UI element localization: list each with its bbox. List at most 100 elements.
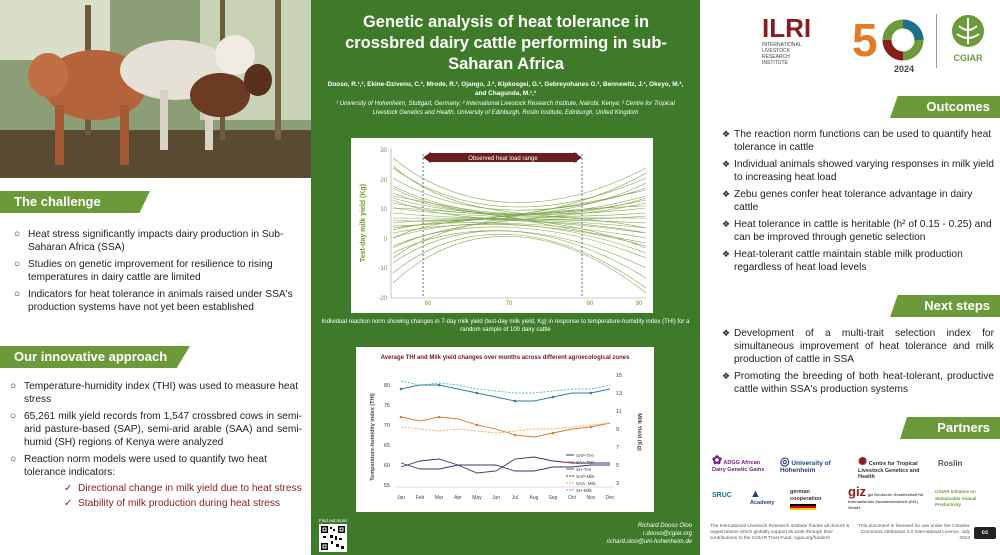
challenge-heading: The challenge: [0, 191, 150, 213]
license-note: This document is licensed for use under …: [858, 524, 970, 542]
giz-logo: giz giz Deutsche Gesellschaft für Intern…: [848, 484, 924, 510]
challenge-list: ○ Heat stress significantly impacts dairy…: [14, 228, 299, 318]
roslin-logo: Roslin: [938, 459, 963, 468]
qr-label: Find out more:: [319, 518, 349, 523]
approach-heading: Our innovative approach: [0, 346, 190, 368]
svg-text:Jun: Jun: [492, 495, 500, 501]
circle-bullet-icon: ○: [10, 411, 17, 422]
next-steps-heading: Next steps: [890, 295, 1000, 317]
creative-commons-icon: cc: [974, 527, 996, 539]
list-item: ○ Heat stress significantly impacts dairy…: [14, 229, 284, 253]
list-item: ✓ Stability of milk production during hea…: [64, 498, 281, 509]
svg-text:Observed heat load range: Observed heat load range: [468, 156, 538, 162]
thi-milk-plot: Average THI and Milk yield changes over …: [370, 355, 642, 501]
qr-code[interactable]: [319, 524, 347, 552]
next-steps-list: ❖ Development of a multi-trait selection …: [722, 327, 994, 400]
sap-initiative-logo: CGIAR Initiative on Sustainable Animal P…: [935, 489, 977, 507]
svg-text:13: 13: [616, 391, 622, 397]
chart-legend: SAP-THI SAA-THI SH-THI SAP-Milk SAA- Mil…: [566, 453, 597, 493]
list-item: ○ Indicators for heat tolerance in animal…: [14, 289, 293, 313]
cgiar-logo: CGIAR: [943, 14, 993, 74]
reaction-norm-chart: 30 20 10 0 -10 -20 60 70 80 90 Test-day …: [351, 138, 653, 313]
checkmark-icon: ✓: [64, 483, 73, 494]
reaction-norm-curves: [392, 157, 647, 294]
svg-text:Aug: Aug: [530, 495, 539, 501]
partners-heading: Partners: [900, 417, 1000, 439]
list-item: ❖ Zebu genes confer heat tolerance advant…: [722, 189, 973, 213]
contact-info: Richard Dooso Oloo r.dooso@cgiar.org ric…: [607, 522, 692, 547]
svg-text:Milk Yield (Kg): Milk Yield (Kg): [636, 413, 642, 451]
circle-bullet-icon: ○: [10, 381, 17, 392]
svg-text:7: 7: [616, 445, 619, 451]
svg-text:55: 55: [384, 483, 390, 489]
circle-bullet-icon: ○: [14, 229, 21, 240]
svg-text:11: 11: [616, 409, 622, 415]
svg-text:0: 0: [384, 237, 388, 243]
svg-text:Sep: Sep: [549, 495, 558, 501]
svg-text:60: 60: [384, 463, 390, 469]
poster-title: Genetic analysis of heat tolerance in cr…: [345, 13, 667, 73]
svg-text:Nov: Nov: [587, 495, 596, 501]
svg-text:SAP-Milk: SAP-Milk: [576, 474, 595, 479]
outcomes-heading: Outcomes: [890, 96, 1000, 118]
list-item: ❖ Development of a multi-trait selection …: [722, 328, 994, 365]
sruc-logo: SRUC: [712, 492, 732, 499]
chart-title: Average THI and Milk yield changes over …: [381, 355, 631, 361]
contact-email-alt[interactable]: richard.oloo@uni-hohenheim.de: [606, 539, 692, 546]
diamond-bullet-icon: ❖: [722, 219, 731, 229]
adgg-logo: ✿ ADGG African Dairy Genetic Gains: [712, 453, 765, 473]
hohenheim-logo: ◎ University of Hohenheim: [780, 456, 831, 474]
diamond-bullet-icon: ❖: [722, 249, 731, 259]
svg-text:May: May: [472, 495, 482, 501]
center-column: Genetic analysis of heat tolerance in cr…: [311, 0, 700, 555]
checkmark-icon: ✓: [64, 498, 73, 509]
list-item: ❖ Promoting the breeding of both heat-tol…: [722, 371, 994, 395]
thi-milk-yield-chart: Average THI and Milk yield changes over …: [356, 347, 654, 512]
svg-text:Test-day milk yield (Kg): Test-day milk yield (Kg): [360, 184, 367, 262]
list-item: ❖ Heat tolerance in cattle is heritable (…: [722, 219, 992, 243]
diamond-bullet-icon: ❖: [722, 328, 731, 338]
ilri-logo: ILRI INTERNATIONAL LIVESTOCK RESEARCH IN…: [762, 13, 812, 66]
diamond-bullet-icon: ❖: [722, 371, 731, 381]
50-years-icon: 5: [852, 14, 924, 66]
svg-text:SAA-THI: SAA-THI: [576, 460, 594, 465]
svg-text:15: 15: [616, 373, 622, 379]
academy-logo: ▲ Academy: [750, 488, 775, 506]
svg-text:20: 20: [380, 178, 387, 184]
anniversary-logo: 5 2024: [850, 10, 930, 74]
list-item: ❖ Heat-tolerant cattle maintain stable mi…: [722, 249, 963, 273]
svg-text:SAA- Milk: SAA- Milk: [576, 481, 597, 486]
logo-divider: [936, 14, 937, 68]
svg-text:-20: -20: [378, 296, 387, 302]
svg-text:Dec: Dec: [606, 495, 615, 501]
svg-text:9: 9: [616, 427, 619, 433]
svg-text:Jan: Jan: [397, 495, 405, 501]
list-item: ○ Temperature-humidity index (THI) was us…: [10, 381, 299, 405]
figure1-caption: Individual reaction norm showing changes…: [321, 319, 690, 333]
cattle-photo-illustration: [0, 0, 311, 178]
partner-logos: ✿ ADGG African Dairy Genetic Gains ◎ Uni…: [710, 453, 995, 523]
svg-text:Apr: Apr: [454, 495, 462, 501]
circle-bullet-icon: ○: [10, 454, 17, 465]
affiliations: ¹ University of Hohenheim, Stuttgart, Ge…: [336, 101, 675, 116]
svg-text:70: 70: [384, 423, 390, 429]
svg-text:65: 65: [384, 443, 390, 449]
indicator-sublist: ✓ Directional change in milk yield due to…: [24, 482, 302, 510]
contact-email[interactable]: r.dooso@cgiar.org: [642, 531, 692, 538]
authors: Dooso, R.¹,², Ekine-Dzivenu, C.², Mrode,…: [327, 81, 684, 97]
list-item: ❖ Individual animals showed varying respo…: [722, 159, 994, 183]
svg-text:Jul: Jul: [512, 495, 518, 501]
svg-text:Oct: Oct: [568, 495, 576, 501]
svg-text:-10: -10: [378, 266, 387, 272]
svg-text:Feb: Feb: [416, 495, 425, 501]
outcomes-list: ❖ The reaction norm functions can be used…: [722, 128, 994, 278]
svg-text:10: 10: [380, 207, 387, 213]
svg-text:90: 90: [636, 301, 643, 307]
svg-text:SH-THI: SH-THI: [576, 467, 591, 472]
list-item: ○ Reaction norm models were used to quant…: [10, 454, 302, 510]
reaction-norm-plot: 30 20 10 0 -10 -20 60 70 80 90 Test-day …: [360, 148, 647, 307]
svg-text:SH-Milk: SH-Milk: [576, 488, 592, 493]
svg-text:70: 70: [506, 301, 513, 307]
diamond-bullet-icon: ❖: [722, 159, 731, 169]
right-column: ILRI INTERNATIONAL LIVESTOCK RESEARCH IN…: [700, 0, 1000, 555]
